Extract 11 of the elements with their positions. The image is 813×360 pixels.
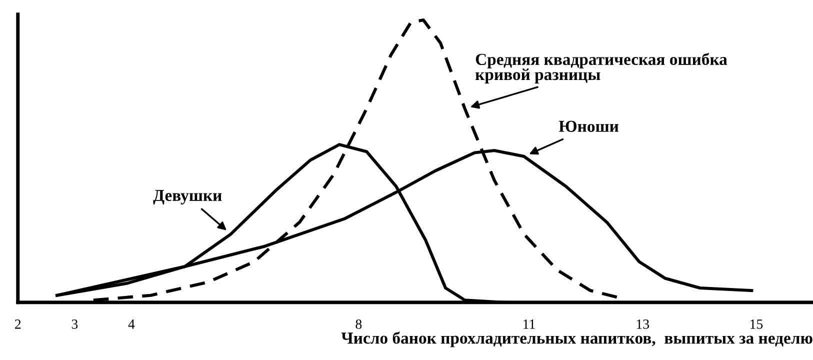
x-tick-label: 13	[636, 320, 650, 329]
x-tick-label: 8	[356, 319, 362, 329]
x-tick-label: 2	[15, 320, 21, 329]
x-tick-label: 15	[750, 320, 763, 329]
x-axis-title: Число банок прохладительных напитков, выпитых за неделю	[341, 332, 812, 348]
x-tick-label: 11	[524, 320, 535, 329]
series-label: Девушки	[153, 190, 222, 204]
text: Юноши	[558, 120, 618, 132]
series-label: Средняя квадратическая ошибка кривой разницы	[475, 52, 728, 84]
x-tick-label: 3	[72, 320, 78, 329]
x-tick-label: 4	[128, 320, 135, 329]
